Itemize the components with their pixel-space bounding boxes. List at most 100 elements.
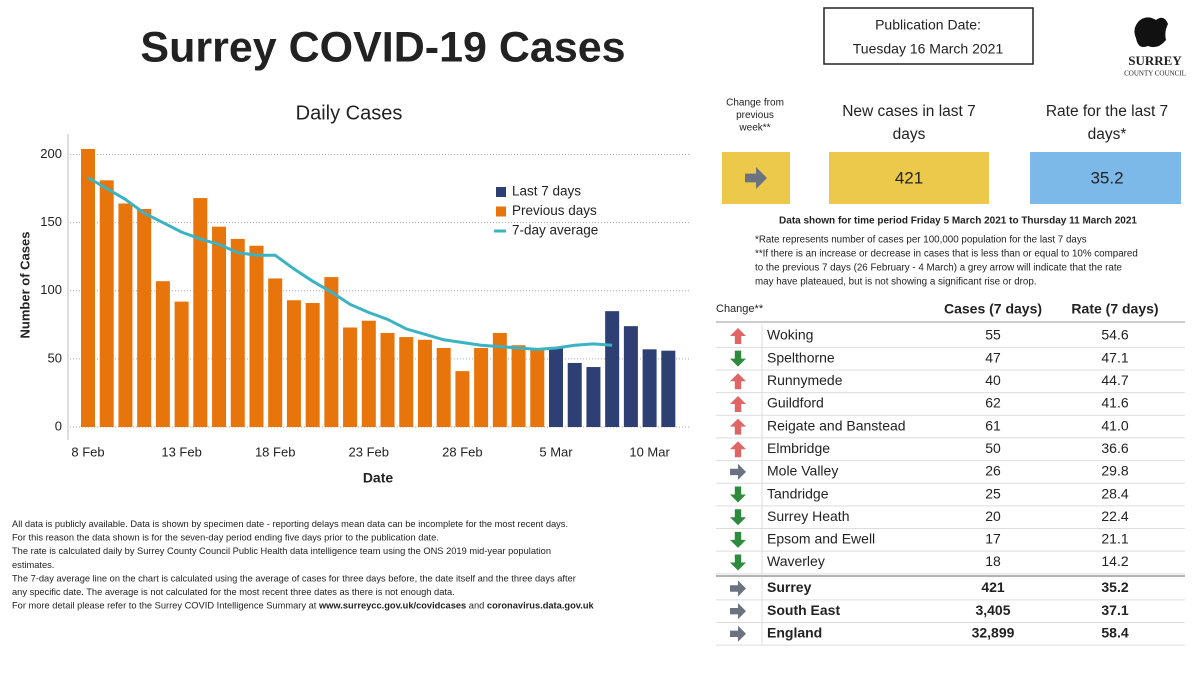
y-axis-title: Number of Cases <box>17 232 32 339</box>
kpi-note: may have plateaued, but is not showing a… <box>755 277 1037 288</box>
kpi-label: previous <box>736 110 774 121</box>
change-arrow <box>730 509 746 526</box>
bar <box>249 245 264 427</box>
bar <box>436 347 451 427</box>
change-arrow <box>730 531 746 548</box>
table-header: Cases (7 days) <box>944 301 1042 317</box>
change-arrow <box>730 554 746 571</box>
bar <box>605 311 620 427</box>
bar <box>174 301 189 427</box>
kpi-note: *Rate represents number of cases per 100… <box>755 235 1087 246</box>
bar <box>99 180 114 427</box>
legend-label: Previous days <box>512 203 597 218</box>
bar <box>549 347 563 427</box>
bar <box>455 371 470 427</box>
row-cases: 18 <box>985 553 1001 569</box>
change-arrow <box>730 350 746 367</box>
bar <box>361 320 376 427</box>
change-arrow <box>730 373 746 390</box>
x-tick-label: 23 Feb <box>349 444 389 459</box>
bar <box>212 226 227 427</box>
row-name: Surrey <box>767 579 812 595</box>
footer-text: www.surreycc.gov.uk/covidcases <box>318 601 466 611</box>
row-cases: 421 <box>981 579 1005 595</box>
footer-line: any specific date. The average is not ca… <box>12 587 455 597</box>
row-rate: 58.4 <box>1101 625 1128 641</box>
row-cases: 32,899 <box>972 625 1015 641</box>
change-arrow <box>730 395 746 412</box>
row-name: Guildford <box>767 395 824 411</box>
x-tick-label: 10 Mar <box>629 444 670 459</box>
bar <box>81 148 95 427</box>
row-name: Runnymede <box>767 372 843 388</box>
logo-emblem <box>1134 17 1168 48</box>
kpi-note: **If there is an increase or decrease in… <box>755 249 1138 260</box>
footer-text: The rate is calculated daily by Surrey C… <box>12 547 551 557</box>
row-rate: 21.1 <box>1101 531 1128 547</box>
row-rate: 41.0 <box>1101 417 1128 433</box>
row-name: Spelthorne <box>767 349 835 365</box>
y-tick-label: 100 <box>40 282 62 297</box>
publication-box <box>823 7 1034 65</box>
row-cases: 20 <box>985 508 1001 524</box>
bar <box>118 203 133 427</box>
bar <box>268 278 283 427</box>
row-cases: 47 <box>985 349 1001 365</box>
legend-swatch <box>496 187 506 197</box>
row-name: Surrey Heath <box>767 508 849 524</box>
bar <box>286 300 301 427</box>
table-header: Rate (7 days) <box>1071 301 1158 317</box>
bar <box>230 238 245 427</box>
bar <box>305 302 320 427</box>
footer-line: For more detail please refer to the Surr… <box>12 601 595 611</box>
change-arrow <box>730 603 746 620</box>
footer-text: coronavirus.data.gov.uk <box>487 601 595 611</box>
row-cases: 25 <box>985 485 1001 501</box>
table-header: Change** <box>716 303 764 315</box>
x-axis-title: Date <box>363 470 394 486</box>
change-arrow <box>730 463 746 480</box>
bar <box>137 208 152 427</box>
x-tick-label: 5 Mar <box>539 444 573 459</box>
row-name: Tandridge <box>767 485 829 501</box>
logo-name: SURREY <box>1128 53 1182 68</box>
row-rate: 36.6 <box>1101 440 1128 456</box>
chart-title: Daily Cases <box>296 102 403 124</box>
page-title: Surrey COVID-19 Cases <box>140 23 625 71</box>
row-cases: 17 <box>985 531 1001 547</box>
x-tick-label: 8 Feb <box>71 444 104 459</box>
bar <box>324 277 339 427</box>
row-name: Epsom and Ewell <box>767 531 875 547</box>
row-rate: 44.7 <box>1101 372 1128 388</box>
bar <box>492 332 507 427</box>
period-note: Data shown for time period Friday 5 Marc… <box>779 216 1137 227</box>
kpi-value: 421 <box>895 168 923 187</box>
row-cases: 26 <box>985 463 1001 479</box>
bar <box>642 349 657 427</box>
bar <box>511 345 526 427</box>
row-rate: 47.1 <box>1101 349 1128 365</box>
y-tick-label: 0 <box>55 418 62 433</box>
logo: SURREY COUNTY COUNCIL <box>1124 17 1186 78</box>
footer-line: estimates. <box>12 560 54 570</box>
footer-text: For this reason the data shown is for th… <box>12 533 439 543</box>
row-rate: 54.6 <box>1101 327 1128 343</box>
row-name: Elmbridge <box>767 440 830 456</box>
row-rate: 41.6 <box>1101 395 1128 411</box>
kpi-value: 35.2 <box>1090 168 1123 187</box>
publication-label: Publication Date: <box>875 17 981 33</box>
kpi-note: to the previous 7 days (26 February - 4 … <box>755 263 1123 274</box>
row-rate: 29.8 <box>1101 463 1128 479</box>
change-arrow <box>730 418 746 435</box>
x-tick-label: 28 Feb <box>442 444 482 459</box>
row-cases: 61 <box>985 417 1001 433</box>
row-cases: 3,405 <box>975 602 1010 618</box>
row-cases: 50 <box>985 440 1001 456</box>
row-cases: 62 <box>985 395 1001 411</box>
footer-line: The 7-day average line on the chart is c… <box>12 574 576 584</box>
bar <box>343 327 358 427</box>
bar <box>567 362 582 427</box>
change-arrow <box>730 441 746 458</box>
bar <box>193 198 208 427</box>
